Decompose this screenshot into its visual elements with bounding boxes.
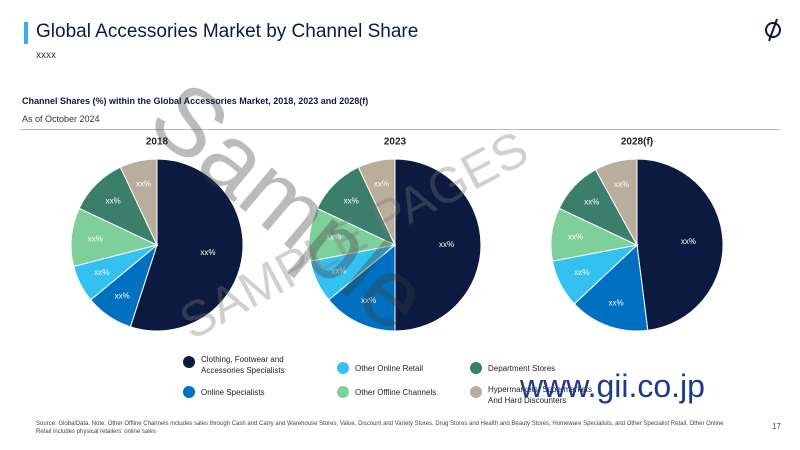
legend-swatch xyxy=(183,386,195,398)
legend-swatch xyxy=(183,356,195,368)
pie-slice xyxy=(594,158,638,246)
pie-slice xyxy=(394,158,482,332)
pie-title: 2023 xyxy=(384,137,407,148)
data-label: xx% xyxy=(681,237,696,246)
data-label: xx% xyxy=(331,266,346,275)
chart-heading: Channel Shares (%) within the Global Acc… xyxy=(22,96,369,106)
pie-slice xyxy=(328,243,396,332)
pie-slice xyxy=(119,158,158,246)
divider xyxy=(20,129,780,130)
legend-label: Online Specialists xyxy=(201,388,265,397)
pie-title: 2028(f) xyxy=(621,137,653,148)
data-label: xx% xyxy=(584,198,599,207)
data-label: xx% xyxy=(94,268,109,277)
legend-label: Hypermarkets, Supermarkets And Hard Disc… xyxy=(488,385,593,405)
data-label: xx% xyxy=(614,180,629,189)
data-label: xx% xyxy=(326,232,341,241)
pie-title: 2018 xyxy=(146,137,169,148)
pie-slice xyxy=(129,158,244,332)
page-number: 17 xyxy=(772,422,781,431)
watermark-url: www.gii.co.jp xyxy=(520,368,705,404)
data-label: xx% xyxy=(361,296,376,305)
data-label: xx% xyxy=(608,298,623,307)
pie-slice xyxy=(573,243,649,332)
as-of: As of October 2024 xyxy=(22,114,100,124)
legend-label: Clothing, Footwear and Accessories Speci… xyxy=(201,355,285,375)
legend-swatch xyxy=(337,386,349,398)
legend-label: Other Online Retail xyxy=(355,364,424,373)
logo xyxy=(765,18,781,42)
data-label: xx% xyxy=(574,268,589,277)
data-label: xx% xyxy=(439,240,454,249)
data-label: xx% xyxy=(106,196,121,205)
pie-slice xyxy=(357,158,396,246)
data-label: xx% xyxy=(136,180,151,189)
data-label: xx% xyxy=(374,180,389,189)
data-label: xx% xyxy=(88,234,103,243)
slide-title: Global Accessories Market by Channel Sha… xyxy=(36,21,419,42)
data-label: xx% xyxy=(568,232,583,241)
data-label: xx% xyxy=(115,291,130,300)
legend-swatch xyxy=(337,362,349,374)
legend-swatch xyxy=(470,362,482,374)
source-note: Source: GlobalData. Note: Other Offline … xyxy=(36,421,724,435)
legend-swatch xyxy=(470,386,482,398)
data-label: xx% xyxy=(200,248,215,257)
data-label: xx% xyxy=(344,196,359,205)
title-accent xyxy=(24,22,28,44)
legend-label: Other Offline Channels xyxy=(355,388,437,397)
slide-subtitle: xxxx xyxy=(36,50,56,61)
legend-label: Department Stores xyxy=(488,364,556,373)
pie-slice xyxy=(636,158,724,331)
